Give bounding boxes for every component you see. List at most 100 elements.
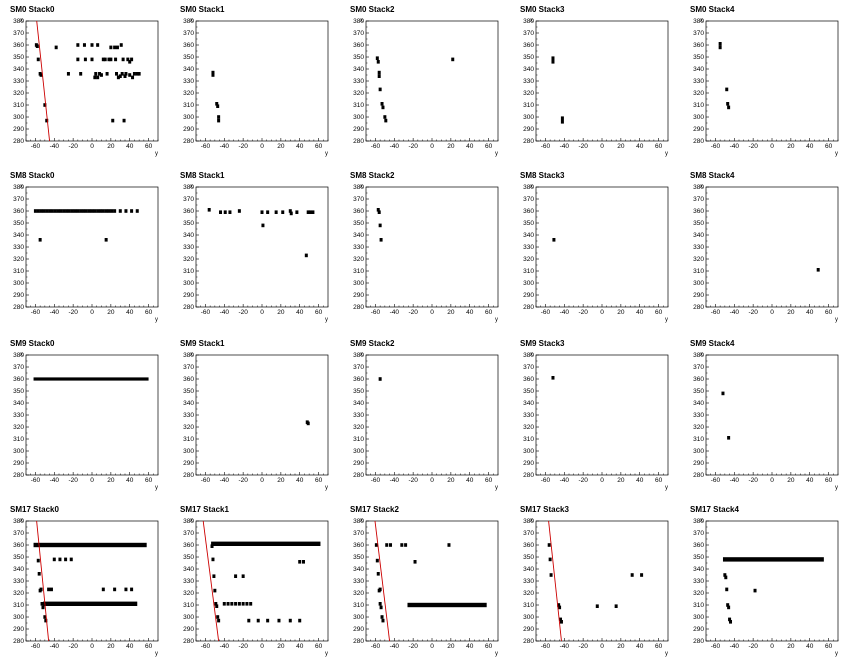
data-point	[447, 543, 451, 547]
x-tick-label: -60	[541, 477, 551, 484]
y-tick-label: 320	[13, 424, 24, 431]
x-tick-label: -20	[578, 143, 588, 150]
y-tick-label: 330	[353, 244, 364, 251]
x-tick-label: -60	[371, 143, 381, 150]
data-point	[58, 557, 62, 562]
data-point	[124, 209, 128, 213]
y-axis-label: x	[190, 518, 193, 524]
data-point	[39, 587, 43, 592]
data-point	[120, 72, 124, 76]
x-tick-label: 20	[787, 309, 795, 316]
data-point	[630, 573, 634, 577]
x-tick-label: -40	[220, 309, 230, 316]
y-tick-label: 290	[183, 626, 194, 633]
data-point	[311, 210, 315, 214]
data-point	[115, 72, 119, 76]
data-point	[96, 43, 100, 47]
x-tick-label: -60	[31, 477, 41, 484]
data-point	[52, 557, 56, 562]
y-tick-label: 290	[13, 126, 24, 133]
y-tick-label: 380	[13, 184, 24, 191]
x-tick-label: 0	[430, 477, 434, 484]
data-point	[306, 421, 310, 426]
x-tick-label: 40	[296, 309, 304, 316]
data-point	[217, 618, 221, 623]
data-point	[379, 238, 383, 242]
data-point	[115, 45, 119, 50]
y-axis-label: x	[530, 18, 533, 24]
y-tick-label: 320	[523, 590, 534, 597]
y-tick-label: 280	[13, 138, 24, 145]
y-tick-label: 320	[183, 424, 194, 431]
y-tick-label: 360	[183, 42, 194, 49]
x-tick-label: -40	[390, 477, 400, 484]
y-tick-label: 280	[13, 638, 24, 645]
x-tick-label: -40	[730, 143, 740, 150]
data-point	[234, 574, 238, 578]
data-point	[101, 57, 105, 62]
data-point	[128, 60, 132, 64]
x-tick-label: -60	[201, 309, 211, 316]
x-tick-label: 20	[107, 477, 115, 484]
data-point	[241, 602, 245, 606]
data-point	[36, 57, 40, 62]
x-tick-label: 40	[466, 643, 474, 650]
x-tick-label: 40	[806, 309, 814, 316]
y-tick-label: 320	[523, 424, 534, 431]
y-tick-label: 280	[183, 138, 194, 145]
data-point	[277, 618, 281, 623]
data-point	[230, 602, 234, 606]
x-tick-label: 60	[485, 643, 493, 650]
data-point	[48, 209, 52, 213]
y-tick-label: 280	[13, 472, 24, 479]
y-tick-label: 290	[353, 626, 364, 633]
y-tick-label: 370	[13, 30, 24, 37]
y-tick-label: 380	[693, 518, 704, 525]
y-tick-label: 370	[523, 364, 534, 371]
x-tick-label: 60	[145, 643, 153, 650]
data-point	[113, 587, 117, 592]
data-point	[105, 72, 109, 76]
y-axis-label: x	[360, 18, 363, 24]
data-point	[39, 209, 43, 213]
y-tick-label: 300	[523, 280, 534, 287]
y-tick-label: 280	[353, 138, 364, 145]
x-tick-label: 40	[806, 643, 814, 650]
x-tick-label: 20	[107, 643, 115, 650]
scatter-plot: -60 -40 -20 0 20 40 60 280 290 300 310 320 330 340 350…	[13, 352, 159, 491]
x-tick-label: -20	[408, 143, 418, 150]
y-tick-label: 300	[693, 280, 704, 287]
data-point	[83, 57, 87, 62]
x-tick-label: -40	[50, 143, 60, 150]
histogram-panel: SM8 Stack3 -60 -40 -20 0 20 40 60 280 290 300 310 32…	[510, 166, 680, 330]
y-tick-label: 360	[523, 208, 534, 215]
x-tick-label: -60	[541, 309, 551, 316]
x-tick-label: 60	[655, 477, 663, 484]
x-axis-label: y	[495, 317, 498, 323]
y-tick-label: 300	[183, 614, 194, 621]
data-point	[595, 604, 599, 608]
y-tick-label: 310	[353, 436, 364, 443]
data-point	[298, 560, 302, 564]
x-axis-label: y	[665, 485, 668, 491]
y-tick-label: 350	[353, 54, 364, 61]
x-tick-label: 20	[617, 309, 625, 316]
data-point	[87, 209, 91, 213]
y-tick-label: 360	[13, 376, 24, 383]
data-point	[76, 209, 80, 213]
data-point	[124, 587, 128, 592]
y-tick-label: 300	[183, 448, 194, 455]
y-tick-label: 370	[693, 364, 704, 371]
data-point	[559, 620, 563, 624]
data-point	[211, 70, 215, 75]
data-layer	[378, 377, 382, 381]
y-axis-label: x	[530, 352, 533, 358]
y-tick-label: 300	[523, 114, 534, 121]
histogram-panel: SM17 Stack0 -60 -40 -20 0 20 40 60 280 290 300 310 3…	[0, 500, 170, 664]
x-tick-label: 40	[636, 643, 644, 650]
y-tick-label: 320	[183, 256, 194, 263]
y-tick-label: 380	[183, 352, 194, 359]
plot-frame	[195, 354, 329, 476]
data-point	[308, 210, 312, 214]
x-tick-label: 60	[485, 477, 493, 484]
